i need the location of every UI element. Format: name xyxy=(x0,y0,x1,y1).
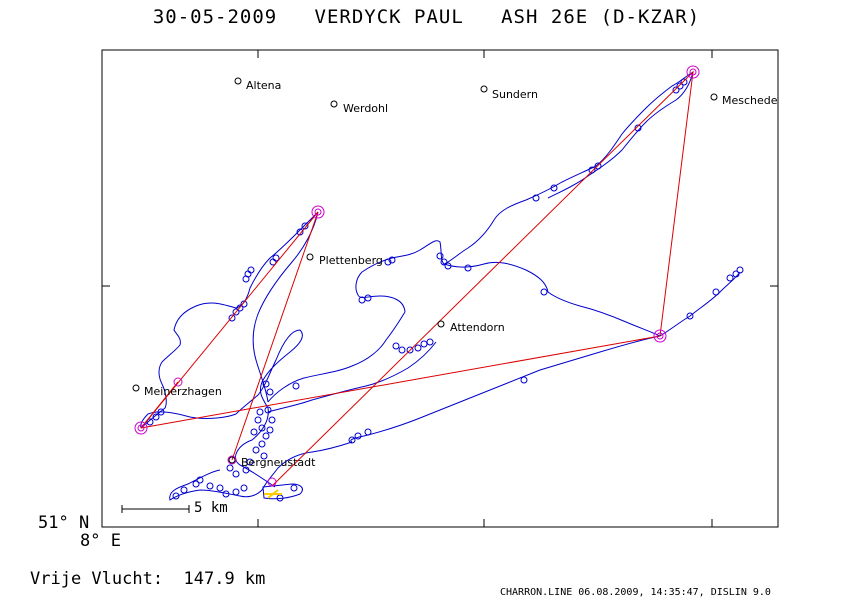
corner-latitude: 51° N xyxy=(38,513,90,533)
town-markers xyxy=(132,77,718,464)
distance-readout: Vrije Vlucht: 147.9 km xyxy=(30,569,266,589)
town-label-werdohl: Werdohl xyxy=(343,102,389,115)
axis-ticks xyxy=(102,50,778,527)
thermal-clusters xyxy=(146,78,744,502)
scale-label: 5 km xyxy=(194,500,228,516)
flight-track xyxy=(140,71,741,501)
flight-title: 30-05-2009 VERDYCK PAUL ASH 26E (D-KZAR) xyxy=(152,6,701,28)
town-label-sundern: Sundern xyxy=(492,88,538,101)
town-label-altena: Altena xyxy=(246,79,282,92)
town-marker-meschede xyxy=(710,93,718,101)
town-marker-attendorn xyxy=(437,320,445,328)
footer-info: CHARRON.LINE 06.08.2009, 14:35:47, DISLI… xyxy=(500,587,771,598)
town-label-bergneustadt: Bergneustadt xyxy=(241,456,316,469)
town-marker-altena xyxy=(234,77,242,85)
town-label-meinerzhagen: Meinerzhagen xyxy=(144,385,222,398)
turnpoints xyxy=(134,65,700,487)
task-legs xyxy=(140,70,694,487)
finish-marker xyxy=(264,489,282,499)
town-marker-meinerzhagen xyxy=(132,384,140,392)
town-label-plettenberg: Plettenberg xyxy=(319,254,383,267)
town-label-meschede: Meschede xyxy=(722,94,778,107)
town-marker-bergneustadt xyxy=(228,456,236,464)
town-marker-sundern xyxy=(480,85,488,93)
corner-longitude: 8° E xyxy=(80,531,121,551)
scale-bar xyxy=(121,505,190,513)
town-marker-plettenberg xyxy=(306,253,314,261)
town-label-attendorn: Attendorn xyxy=(450,321,505,334)
map-frame xyxy=(101,49,779,528)
town-marker-werdohl xyxy=(330,100,338,108)
